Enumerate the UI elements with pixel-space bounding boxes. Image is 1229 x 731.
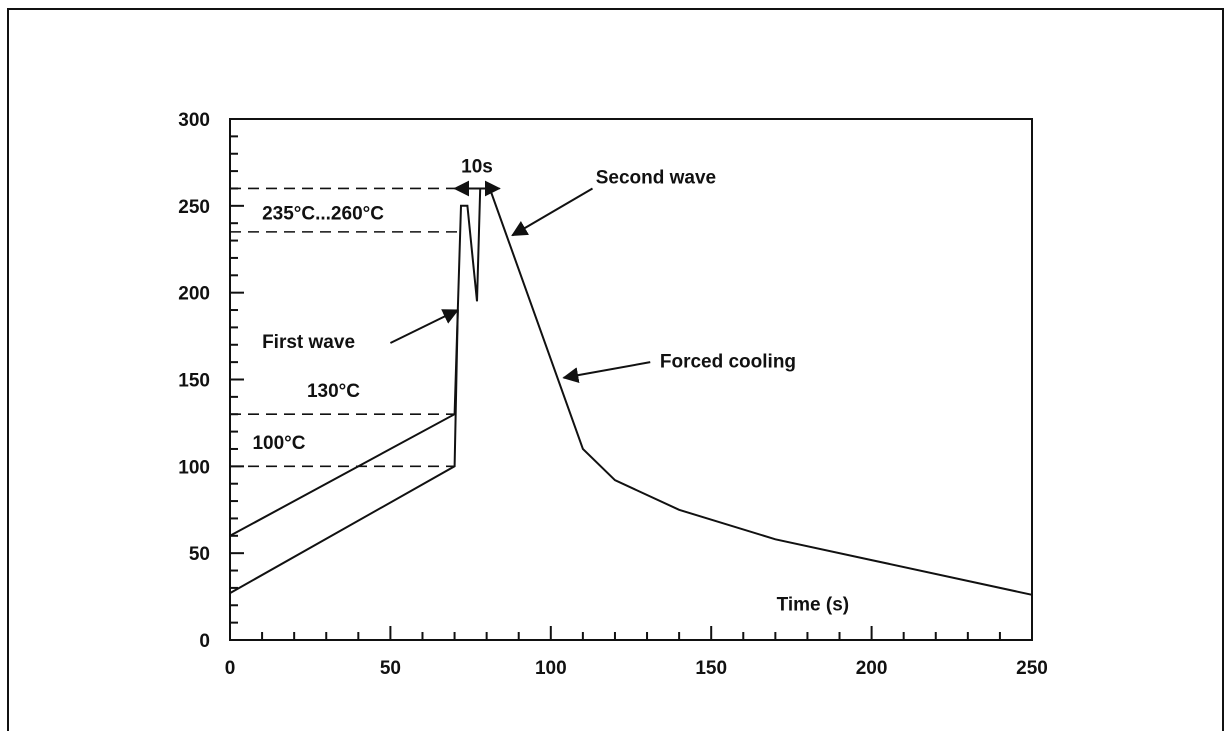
upper-temperature-label: 130°C: [307, 381, 360, 402]
second-wave-arrow: [511, 187, 594, 237]
second-wave-label: Second wave: [596, 167, 716, 188]
reference-lines: [230, 187, 461, 468]
temperature-range-label: 235°C...260°C: [262, 204, 384, 225]
y-tick-label: 250: [178, 197, 210, 218]
first-wave-label: First wave: [262, 332, 355, 353]
x-tick-label: 50: [380, 658, 401, 679]
x-tick-label: 100: [535, 658, 567, 679]
x-tick-label: 250: [1016, 658, 1048, 679]
y-tick-label: 100: [178, 457, 210, 478]
x-tick-label: 200: [856, 658, 888, 679]
annotation-layer: 10s 235°C...260°C 130°C 100°C First wave Seco…: [252, 156, 796, 454]
y-tick-label: 0: [199, 631, 210, 652]
y-tick-label: 200: [178, 284, 210, 305]
y-tick-label: 50: [189, 544, 210, 565]
x-tick-label: 150: [695, 658, 727, 679]
first-wave-arrow: [389, 309, 459, 344]
y-axis: 0 50 100 150 200 250 300: [178, 110, 244, 652]
forced-cooling-label: Forced cooling: [660, 351, 796, 372]
y-tick-label: 300: [178, 110, 210, 131]
series-line-lower-profile: [229, 309, 459, 594]
figure-border: [7, 8, 1224, 731]
lower-temperature-label: 100°C: [252, 433, 305, 454]
x-tick-label: 0: [225, 658, 236, 679]
x-axis: 0 50 100 150 200 250: [225, 626, 1048, 679]
forced-cooling-arrow: [562, 361, 651, 384]
duration-label: 10s: [461, 156, 493, 177]
y-tick-label: 150: [178, 371, 210, 392]
x-axis-label: Time (s): [777, 594, 850, 615]
plot-area: [229, 118, 1033, 641]
